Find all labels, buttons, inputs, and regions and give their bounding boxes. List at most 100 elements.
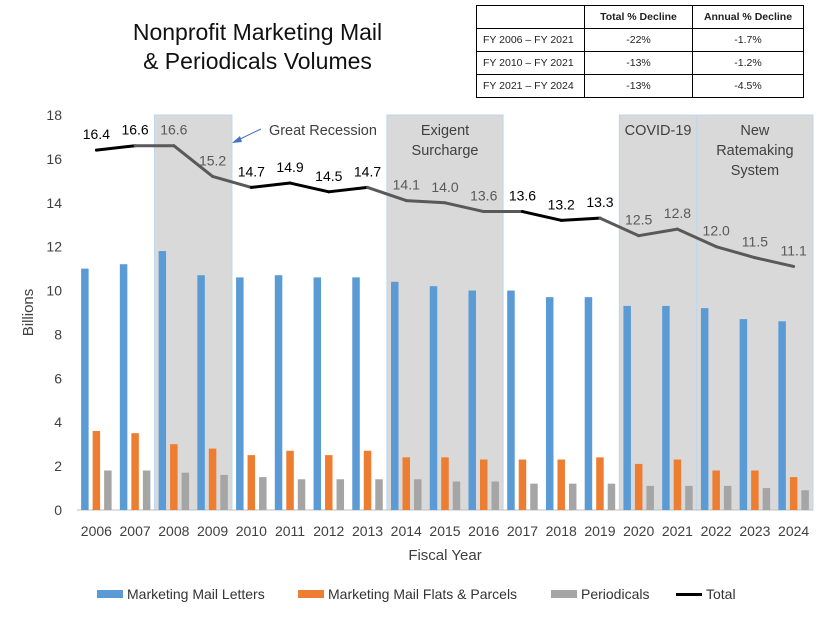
bar-periodicals-2024 bbox=[801, 490, 809, 510]
y-tick-label: 6 bbox=[54, 370, 62, 386]
x-tick-label: 2022 bbox=[701, 523, 732, 539]
legend-label-periodicals: Periodicals bbox=[581, 586, 650, 602]
y-tick-label: 12 bbox=[46, 239, 62, 255]
bar-marketing-mail-flats-parcels-2017 bbox=[518, 459, 527, 510]
bar-marketing-mail-letters-2014 bbox=[391, 281, 399, 510]
bar-marketing-mail-letters-2018 bbox=[545, 297, 554, 510]
total-line-segment bbox=[714, 245, 757, 260]
bar-marketing-mail-letters-2015 bbox=[429, 286, 438, 510]
total-line-segment bbox=[520, 210, 563, 222]
x-tick-label: 2010 bbox=[236, 523, 267, 539]
x-tick-label: 2015 bbox=[429, 523, 460, 539]
annotation-arrow-head bbox=[231, 136, 242, 143]
bar-marketing-mail-flats-parcels-2018 bbox=[557, 459, 565, 510]
bar-marketing-mail-flats-parcels-2007 bbox=[131, 433, 139, 510]
bar-marketing-mail-letters-2022 bbox=[700, 308, 709, 510]
bar-periodicals-2019 bbox=[607, 483, 616, 510]
total-data-label: 13.6 bbox=[470, 188, 497, 204]
bar-marketing-mail-letters-2016 bbox=[468, 290, 476, 510]
bar-periodicals-2016 bbox=[491, 481, 499, 510]
x-tick-label: 2023 bbox=[739, 523, 770, 539]
bar-marketing-mail-letters-2023 bbox=[739, 319, 748, 510]
total-data-label: 12.5 bbox=[625, 212, 652, 228]
x-tick-label: 2018 bbox=[546, 523, 577, 539]
x-tick-label: 2006 bbox=[81, 523, 112, 539]
shaded-period-1 bbox=[386, 114, 504, 511]
y-tick-label: 8 bbox=[54, 326, 62, 342]
bar-marketing-mail-letters-2010 bbox=[236, 277, 244, 510]
bar-marketing-mail-flats-parcels-2021 bbox=[673, 459, 682, 510]
bar-periodicals-2009 bbox=[220, 474, 228, 510]
bar-marketing-mail-flats-parcels-2024 bbox=[789, 477, 798, 510]
shaded-period-label: Surcharge bbox=[412, 143, 479, 159]
y-tick-label: 0 bbox=[54, 502, 62, 518]
bar-marketing-mail-letters-2006 bbox=[81, 268, 89, 510]
bar-marketing-mail-letters-2008 bbox=[158, 251, 167, 511]
bar-marketing-mail-letters-2011 bbox=[274, 275, 283, 510]
bar-marketing-mail-letters-2021 bbox=[662, 305, 670, 510]
total-line-segment bbox=[404, 199, 447, 205]
total-line-segment bbox=[366, 185, 408, 203]
bar-marketing-mail-letters-2020 bbox=[623, 305, 631, 510]
bar-periodicals-2011 bbox=[297, 479, 306, 510]
y-tick-label: 2 bbox=[54, 458, 62, 474]
total-data-label: 16.6 bbox=[160, 122, 187, 138]
legend-swatch-total bbox=[676, 592, 702, 596]
bar-periodicals-2012 bbox=[336, 479, 345, 510]
total-data-label: 14.9 bbox=[276, 159, 303, 175]
total-data-label: 14.7 bbox=[354, 163, 381, 179]
decline-summary-table: Total % Decline Annual % Decline FY 2006… bbox=[476, 5, 804, 98]
legend-label-letters: Marketing Mail Letters bbox=[127, 586, 265, 602]
y-tick-label: 4 bbox=[54, 414, 62, 430]
x-tick-label: 2024 bbox=[778, 523, 809, 539]
x-tick-label: 2017 bbox=[507, 523, 538, 539]
chart-title: Nonprofit Marketing Mail & Periodicals V… bbox=[100, 18, 415, 76]
bar-marketing-mail-letters-2017 bbox=[507, 290, 515, 510]
shaded-period-label: Ratemaking bbox=[716, 143, 793, 159]
chart-title-line-1: Nonprofit Marketing Mail bbox=[132, 19, 383, 45]
bar-marketing-mail-flats-parcels-2010 bbox=[247, 455, 256, 510]
bar-periodicals-2014 bbox=[414, 479, 422, 510]
total-data-label: 11.5 bbox=[742, 234, 768, 250]
chart-plot: Exigent Surcharge COVID-19 New Ratemaking Sys… bbox=[20, 107, 814, 564]
bar-marketing-mail-letters-2009 bbox=[197, 275, 205, 510]
bar-marketing-mail-flats-parcels-2011 bbox=[286, 450, 294, 510]
legend-label-total: Total bbox=[706, 586, 736, 602]
total-line-segment bbox=[211, 174, 253, 189]
table-cell-annual: -4.5% bbox=[692, 74, 804, 98]
shaded-period-3 bbox=[696, 114, 814, 511]
x-tick-label: 2008 bbox=[158, 523, 189, 539]
chart-legend: Marketing Mail Letters Marketing Mail Fl… bbox=[0, 586, 828, 606]
shaded-period-2 bbox=[618, 114, 698, 511]
bar-marketing-mail-letters-2007 bbox=[119, 264, 128, 510]
y-tick-label: 10 bbox=[46, 283, 62, 299]
x-tick-label: 2014 bbox=[391, 523, 422, 539]
x-tick-label: 2013 bbox=[352, 523, 383, 539]
bar-marketing-mail-flats-parcels-2022 bbox=[712, 470, 720, 510]
table-cell-annual: -1.2% bbox=[692, 51, 804, 75]
table-header-empty bbox=[476, 5, 585, 29]
table-row: FY 2021 – FY 2024 -13% -4.5% bbox=[476, 74, 804, 98]
total-data-label: 16.4 bbox=[83, 126, 110, 142]
total-line-segment bbox=[753, 256, 796, 268]
total-data-label: 14.1 bbox=[393, 177, 420, 193]
legend-item-periodicals: Periodicals bbox=[551, 586, 649, 602]
x-tick-label: 2011 bbox=[275, 523, 305, 539]
bar-marketing-mail-flats-parcels-2012 bbox=[325, 455, 333, 510]
x-tick-label: 2016 bbox=[468, 523, 499, 539]
shaded-period-label: System bbox=[731, 163, 779, 179]
bar-marketing-mail-flats-parcels-2014 bbox=[402, 457, 411, 510]
total-line-segment bbox=[443, 201, 486, 214]
bar-marketing-mail-flats-parcels-2016 bbox=[479, 459, 488, 510]
bar-marketing-mail-flats-parcels-2008 bbox=[170, 444, 178, 510]
bar-marketing-mail-flats-parcels-2013 bbox=[363, 450, 372, 510]
bar-periodicals-2015 bbox=[452, 481, 461, 510]
shaded-period-0 bbox=[153, 114, 233, 511]
x-tick-label: 2007 bbox=[120, 523, 151, 539]
chart-title-line-2: & Periodicals Volumes bbox=[143, 48, 372, 74]
total-data-label: 13.6 bbox=[509, 188, 536, 204]
shaded-period-label: New bbox=[740, 123, 770, 139]
total-line-segment bbox=[327, 185, 370, 194]
y-tick-label: 16 bbox=[46, 151, 62, 167]
total-line-segment bbox=[249, 181, 292, 189]
